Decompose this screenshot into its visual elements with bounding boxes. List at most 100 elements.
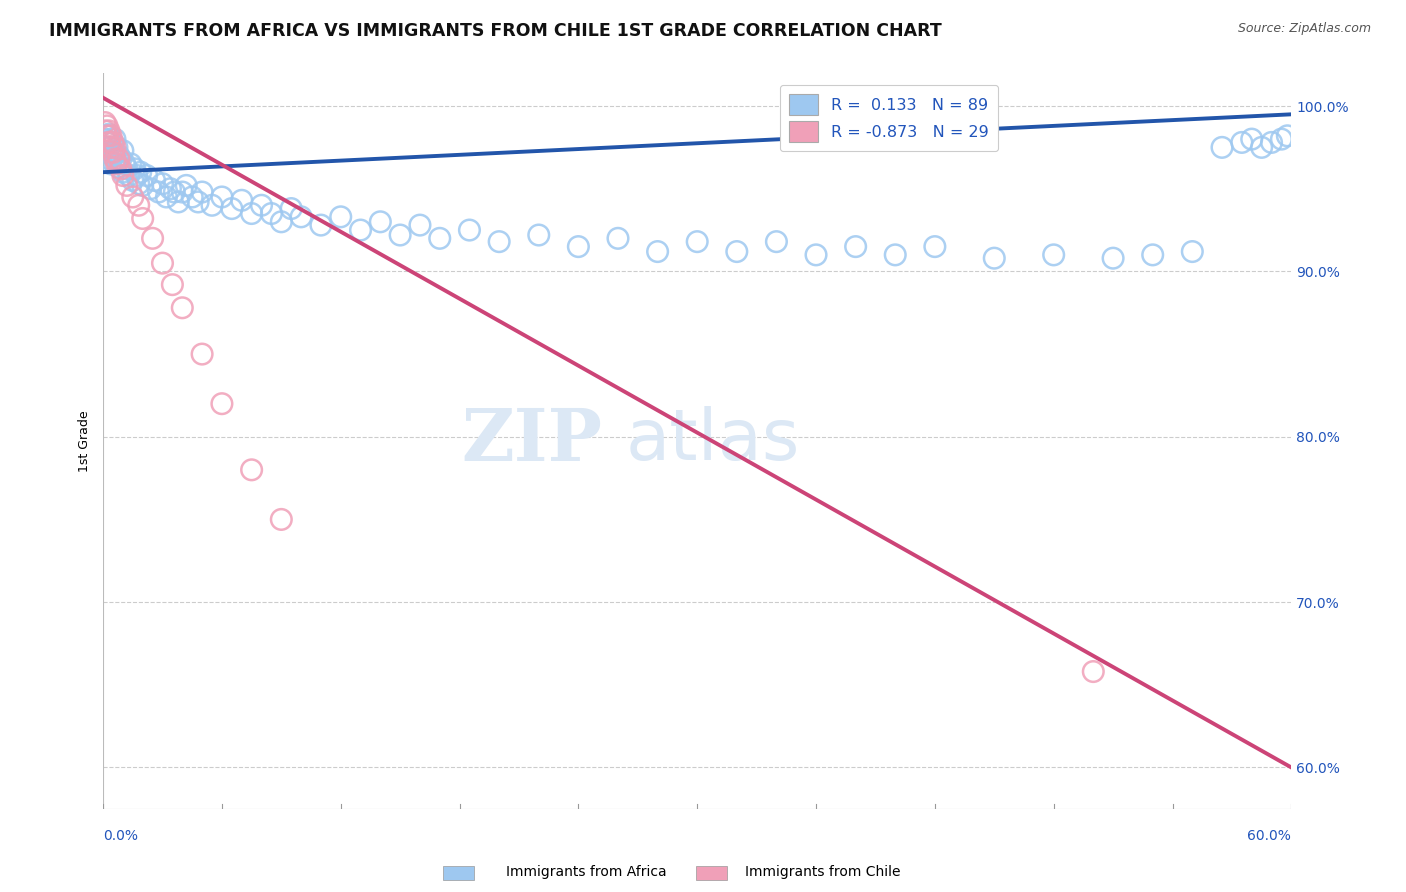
Point (110, 161, 132, 176)
Point (1181, 244, 1204, 259)
Point (94, 115, 117, 129)
Point (142, 231, 165, 245)
Point (290, 210, 312, 224)
Point (125, 169, 148, 183)
Point (804, 248, 827, 262)
Text: IMMIGRANTS FROM AFRICA VS IMMIGRANTS FROM CHILE 1ST GRADE CORRELATION CHART: IMMIGRANTS FROM AFRICA VS IMMIGRANTS FRO… (49, 22, 942, 40)
Point (96, 145, 118, 160)
Point (1270, 132, 1292, 146)
Point (96, 119, 118, 133)
Point (108, 149, 131, 163)
Point (191, 347, 214, 361)
Text: atlas: atlas (626, 407, 800, 475)
Point (187, 194, 209, 209)
Point (98, 127, 121, 141)
Point (647, 244, 669, 259)
Point (152, 177, 174, 191)
Point (389, 227, 412, 242)
Point (108, 152, 131, 166)
Point (120, 157, 142, 171)
Text: 0.0%: 0.0% (103, 829, 138, 843)
Point (1083, 665, 1105, 679)
Point (309, 218, 332, 232)
Point (94, 132, 117, 146)
Point (370, 215, 392, 229)
Point (607, 231, 630, 245)
Text: Immigrants from Chile: Immigrants from Chile (745, 865, 901, 880)
Point (98, 152, 121, 166)
Point (349, 223, 371, 237)
Point (181, 190, 204, 204)
Point (115, 161, 138, 176)
Point (280, 202, 302, 216)
Point (250, 198, 273, 212)
Point (100, 128, 122, 143)
Point (129, 165, 152, 179)
Text: Immigrants from Africa: Immigrants from Africa (506, 865, 666, 880)
Point (101, 145, 124, 160)
Point (101, 136, 124, 150)
Point (458, 223, 481, 237)
Point (128, 198, 150, 212)
Point (124, 161, 146, 176)
Point (260, 206, 283, 220)
Point (111, 169, 134, 183)
Point (201, 198, 224, 212)
Point (98, 124, 121, 138)
Point (155, 190, 177, 204)
Point (240, 463, 263, 477)
Point (270, 215, 292, 229)
Point (211, 397, 233, 411)
Point (924, 239, 946, 253)
Point (128, 177, 150, 191)
Point (270, 512, 292, 526)
Legend: R =  0.133   N = 89, R = -0.873   N = 29: R = 0.133 N = 89, R = -0.873 N = 29 (780, 85, 998, 152)
Point (231, 194, 253, 208)
Point (98, 136, 121, 150)
Point (104, 145, 127, 160)
Point (1250, 140, 1272, 154)
Point (96, 128, 118, 143)
Point (94, 140, 117, 154)
Point (105, 152, 128, 166)
Text: 60.0%: 60.0% (1247, 829, 1291, 843)
Point (686, 235, 709, 249)
Point (159, 182, 181, 196)
Point (329, 210, 352, 224)
Point (96, 136, 118, 150)
Point (152, 256, 174, 270)
Point (409, 218, 432, 232)
Point (104, 140, 127, 154)
Point (143, 173, 166, 187)
Point (211, 190, 233, 204)
Point (1211, 140, 1233, 154)
Point (172, 301, 194, 315)
Point (104, 157, 127, 171)
Point (105, 140, 128, 154)
Point (1260, 136, 1282, 150)
Point (163, 185, 186, 199)
Point (111, 144, 134, 158)
Point (527, 227, 550, 242)
Point (94, 124, 117, 138)
Point (100, 145, 122, 160)
Point (104, 152, 127, 166)
Point (100, 157, 122, 171)
Point (845, 239, 868, 253)
Text: Source: ZipAtlas.com: Source: ZipAtlas.com (1237, 22, 1371, 36)
Point (101, 149, 124, 163)
Point (1240, 132, 1263, 146)
Point (131, 178, 153, 193)
Point (884, 248, 907, 262)
Y-axis label: 1st Grade: 1st Grade (79, 410, 91, 472)
Point (1277, 128, 1299, 143)
Point (115, 178, 138, 193)
Point (148, 185, 170, 199)
Point (104, 132, 127, 146)
Point (111, 165, 134, 179)
Point (121, 173, 143, 187)
Point (105, 157, 128, 171)
Point (191, 185, 214, 199)
Point (114, 157, 136, 171)
Point (567, 239, 589, 253)
